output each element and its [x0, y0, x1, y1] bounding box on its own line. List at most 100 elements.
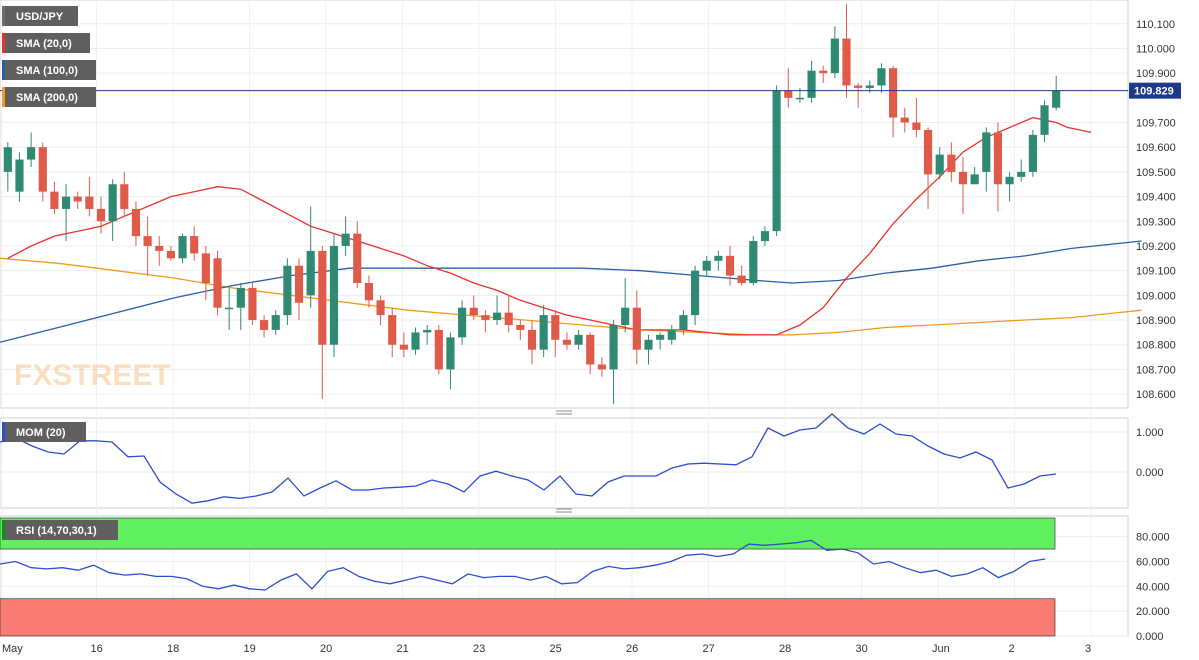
y-tick-label: 109.200	[1136, 241, 1176, 253]
candle-body	[27, 147, 36, 160]
y-tick-label: 109.000	[1136, 290, 1176, 302]
candle-body	[1040, 105, 1049, 135]
candle-body	[900, 117, 909, 123]
candle-body	[784, 90, 793, 98]
y-tick-label: 108.600	[1136, 389, 1176, 401]
resize-handle[interactable]	[555, 508, 572, 513]
rsi-zones	[0, 517, 1056, 637]
candle-body	[760, 231, 770, 242]
candle-body	[574, 334, 583, 345]
candle-body	[1052, 90, 1061, 108]
candle-body	[190, 236, 199, 254]
candle-body	[131, 208, 141, 237]
candle-body	[562, 339, 572, 345]
candle-body	[364, 283, 373, 301]
candle-body	[889, 68, 898, 118]
y-tick-label: 109.700	[1136, 118, 1176, 130]
candle-body	[96, 208, 106, 222]
y-tick-label: 0.000	[1136, 467, 1164, 479]
candle-body	[807, 70, 816, 98]
candle-body	[621, 307, 630, 325]
y-tick-label: 109.900	[1136, 68, 1176, 80]
candle-body	[865, 85, 874, 88]
candle-body	[1005, 176, 1014, 185]
indicator-tags[interactable]: USD/JPY SMA (20,0) SMA (100,0) SMA (200,0) M…	[2, 6, 118, 540]
candle-body	[155, 245, 164, 251]
candle-body	[492, 312, 502, 321]
candle-body	[935, 154, 944, 175]
candle-body	[749, 241, 758, 284]
candle-body	[201, 253, 210, 284]
candle-body	[702, 260, 711, 271]
candle-body	[423, 329, 432, 333]
candle-body	[923, 129, 933, 175]
candle-body	[947, 154, 956, 172]
y-tick-label: 109.300	[1136, 216, 1176, 228]
y-tick-label: 109.100	[1136, 266, 1176, 278]
tag-rsi[interactable]: RSI (14,70,30,1)	[2, 520, 118, 540]
candle-body	[725, 255, 735, 276]
x-tick-label: 25	[550, 643, 562, 655]
current-price-badge	[1129, 82, 1181, 99]
candle-body	[481, 315, 490, 321]
candle-body	[842, 38, 851, 86]
candle-body	[353, 233, 362, 284]
candle-body	[236, 287, 245, 308]
tag-momentum-bg	[2, 422, 86, 442]
candle-body	[644, 339, 653, 350]
candle-body	[248, 287, 257, 321]
candle-body	[178, 236, 187, 259]
x-axis: May 16 18 19 20 21 23 25 26 27 28 30 Jun 2 3	[2, 643, 1091, 655]
x-tick-label: 3	[1085, 643, 1091, 655]
candle-body	[714, 255, 723, 261]
x-tick-label: 18	[167, 643, 179, 655]
candle-body	[318, 250, 327, 345]
y-tick-label: 109.600	[1136, 142, 1176, 154]
candle-body	[679, 315, 688, 330]
tag-rsi-label: RSI (14,70,30,1)	[16, 525, 97, 537]
candle-body	[120, 184, 129, 209]
candle-body	[3, 147, 12, 172]
candle-body	[306, 250, 315, 296]
y-tick-label: 40.000	[1136, 581, 1170, 593]
candle-body	[993, 132, 1003, 185]
rsi-overbought-zone	[0, 517, 1056, 550]
y-tick-label: 20.000	[1136, 606, 1170, 618]
candle-body	[795, 97, 804, 100]
tag-rsi-bg	[2, 520, 118, 540]
candle-body	[586, 334, 595, 365]
candle-body	[388, 315, 397, 345]
tag-sma100[interactable]: SMA (100,0)	[2, 60, 96, 80]
candle-body	[213, 258, 222, 308]
candle-body	[271, 315, 280, 330]
x-tick-label: 2	[1009, 643, 1015, 655]
tag-sma100-label: SMA (100,0)	[16, 65, 78, 77]
candle-body	[1028, 134, 1037, 172]
candle-body	[504, 312, 513, 325]
tag-momentum[interactable]: MOM (20)	[2, 422, 86, 442]
candle-body	[446, 337, 455, 370]
x-tick-label: 27	[703, 643, 715, 655]
tag-rsi-color-bar	[2, 520, 5, 540]
candle-body	[772, 90, 781, 232]
tag-sma20-color-bar	[2, 33, 5, 53]
tag-sma200[interactable]: SMA (200,0)	[2, 87, 96, 107]
candle-body	[819, 70, 828, 74]
candle-body	[516, 324, 525, 330]
candle-body	[85, 196, 94, 209]
x-tick-label: 28	[779, 643, 791, 655]
y-tick-label: 109.400	[1136, 192, 1176, 204]
candle-body	[737, 275, 746, 284]
candle-body	[958, 171, 968, 185]
candle-body	[1017, 171, 1026, 177]
x-tick-label: 26	[626, 643, 638, 655]
candle-body	[399, 344, 408, 350]
rsi-oversold-zone	[0, 598, 1056, 637]
candle-body	[15, 159, 24, 192]
tag-sma20[interactable]: SMA (20,0)	[2, 33, 90, 53]
candle-body	[458, 307, 467, 338]
tag-usdjpy[interactable]: USD/JPY	[2, 6, 78, 26]
tag-momentum-label: MOM (20)	[16, 427, 66, 439]
resize-handle[interactable]	[555, 410, 572, 415]
candle-body	[667, 329, 676, 340]
